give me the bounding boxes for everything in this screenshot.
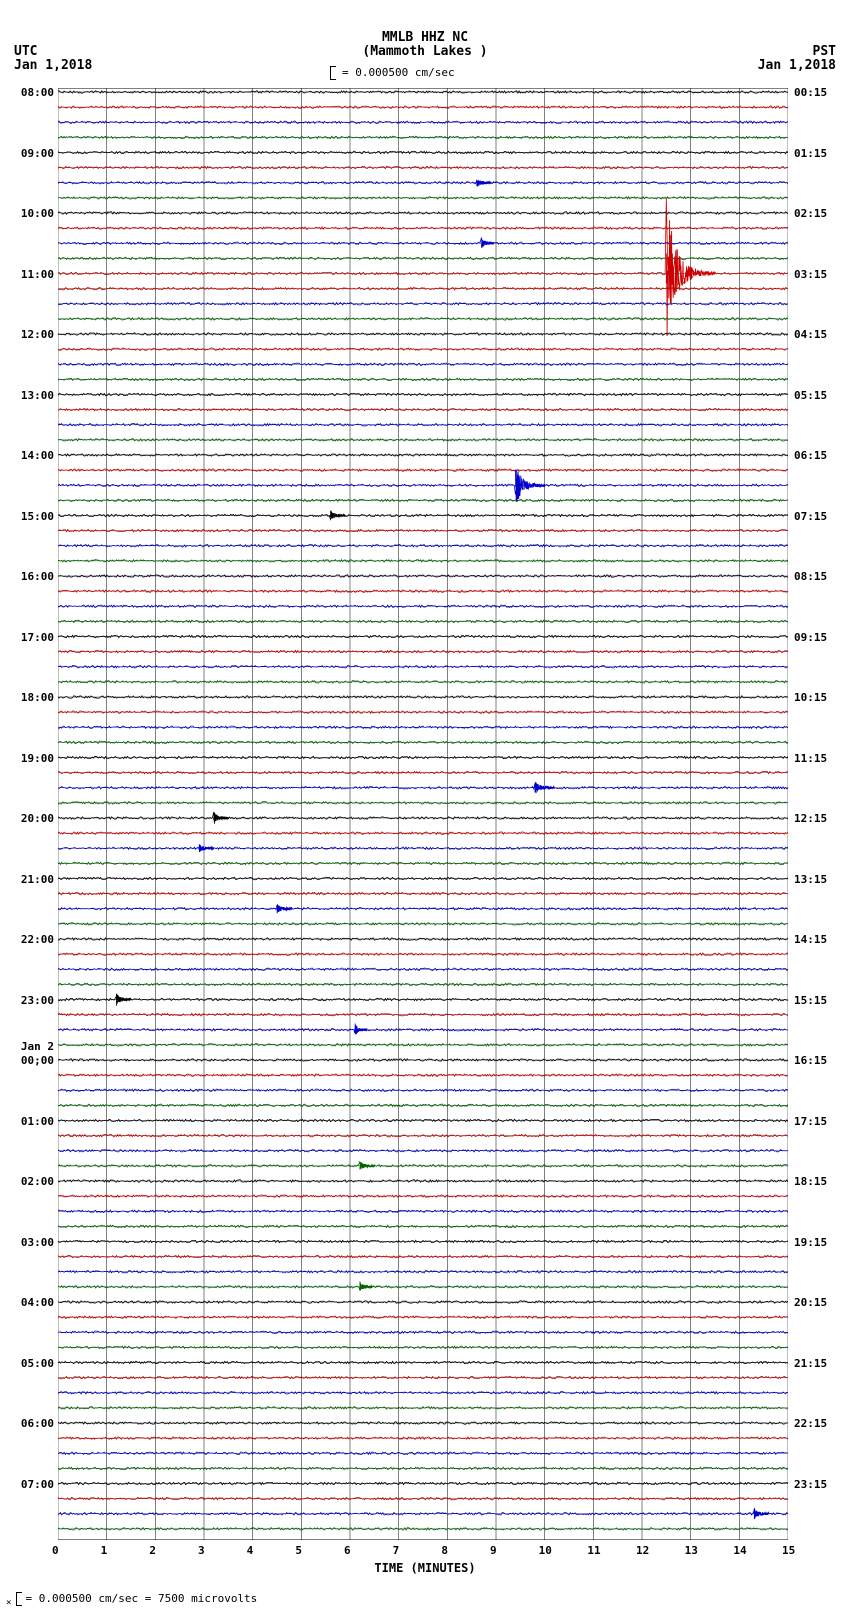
- footer-scale: ×= 0.000500 cm/sec = 7500 microvolts: [6, 1592, 257, 1608]
- right-time-12: 12:15: [794, 812, 827, 825]
- right-time-23: 23:15: [794, 1478, 827, 1491]
- left-time-10: 18:00: [21, 691, 54, 704]
- seismogram-svg: [58, 88, 788, 1540]
- right-time-6: 06:15: [794, 449, 827, 462]
- x-tick-14: 14: [733, 1544, 746, 1557]
- left-time-4: 12:00: [21, 328, 54, 341]
- scale-bar: = 0.000500 cm/sec: [330, 66, 455, 80]
- left-time-0: 08:00: [21, 86, 54, 99]
- left-time-7: 15:00: [21, 510, 54, 523]
- scale-icon: [330, 66, 336, 80]
- right-time-15: 15:15: [794, 994, 827, 1007]
- x-tick-11: 11: [587, 1544, 600, 1557]
- left-time-8: 16:00: [21, 570, 54, 583]
- right-time-0: 00:15: [794, 86, 827, 99]
- left-time-11: 19:00: [21, 752, 54, 765]
- right-time-17: 17:15: [794, 1115, 827, 1128]
- left-time-3: 11:00: [21, 268, 54, 281]
- left-time-15: 23:00: [21, 994, 54, 1007]
- x-tick-7: 7: [393, 1544, 400, 1557]
- right-time-22: 22:15: [794, 1417, 827, 1430]
- right-time-5: 05:15: [794, 389, 827, 402]
- left-time-9: 17:00: [21, 631, 54, 644]
- scale-text: = 0.000500 cm/sec: [342, 66, 455, 79]
- x-tick-3: 3: [198, 1544, 205, 1557]
- location-label: (Mammoth Lakes ): [0, 44, 850, 59]
- left-time-14: 22:00: [21, 933, 54, 946]
- right-time-1: 01:15: [794, 147, 827, 160]
- right-time-8: 08:15: [794, 570, 827, 583]
- station-label: MMLB HHZ NC: [0, 30, 850, 45]
- right-time-4: 04:15: [794, 328, 827, 341]
- right-time-20: 20:15: [794, 1296, 827, 1309]
- left-time-16: 00;00: [21, 1054, 54, 1067]
- x-tick-1: 1: [101, 1544, 108, 1557]
- x-tick-2: 2: [149, 1544, 156, 1557]
- left-time-1: 09:00: [21, 147, 54, 160]
- x-axis-title: TIME (MINUTES): [0, 1561, 850, 1575]
- right-time-19: 19:15: [794, 1236, 827, 1249]
- left-time-17: 01:00: [21, 1115, 54, 1128]
- x-tick-13: 13: [685, 1544, 698, 1557]
- right-time-16: 16:15: [794, 1054, 827, 1067]
- left-time-2: 10:00: [21, 207, 54, 220]
- right-time-9: 09:15: [794, 631, 827, 644]
- left-date-label: Jan 1,2018: [14, 58, 92, 73]
- left-time-21: 05:00: [21, 1357, 54, 1370]
- x-tick-4: 4: [247, 1544, 254, 1557]
- seismogram-container: UTC Jan 1,2018 PST Jan 1,2018 MMLB HHZ N…: [0, 0, 850, 1613]
- left-time-6: 14:00: [21, 449, 54, 462]
- left-time-13: 21:00: [21, 873, 54, 886]
- left-time-18: 02:00: [21, 1175, 54, 1188]
- right-time-18: 18:15: [794, 1175, 827, 1188]
- left-time-19: 03:00: [21, 1236, 54, 1249]
- left-time-12: 20:00: [21, 812, 54, 825]
- footer-scale-text: = 0.000500 cm/sec = 7500 microvolts: [26, 1592, 258, 1605]
- x-tick-8: 8: [441, 1544, 448, 1557]
- right-time-13: 13:15: [794, 873, 827, 886]
- right-date-label: Jan 1,2018: [758, 58, 836, 73]
- right-time-10: 10:15: [794, 691, 827, 704]
- right-time-2: 02:15: [794, 207, 827, 220]
- seismogram-plot: [58, 88, 788, 1540]
- right-time-21: 21:15: [794, 1357, 827, 1370]
- x-tick-6: 6: [344, 1544, 351, 1557]
- left-date2: Jan 2: [21, 1040, 54, 1053]
- x-tick-0: 0: [52, 1544, 59, 1557]
- left-time-20: 04:00: [21, 1296, 54, 1309]
- right-time-3: 03:15: [794, 268, 827, 281]
- left-time-22: 06:00: [21, 1417, 54, 1430]
- footer-scale-icon: [16, 1592, 22, 1606]
- x-tick-15: 15: [782, 1544, 795, 1557]
- left-time-5: 13:00: [21, 389, 54, 402]
- x-tick-9: 9: [490, 1544, 497, 1557]
- x-tick-12: 12: [636, 1544, 649, 1557]
- right-time-14: 14:15: [794, 933, 827, 946]
- right-time-7: 07:15: [794, 510, 827, 523]
- x-tick-10: 10: [539, 1544, 552, 1557]
- x-tick-5: 5: [295, 1544, 302, 1557]
- left-time-23: 07:00: [21, 1478, 54, 1491]
- right-time-11: 11:15: [794, 752, 827, 765]
